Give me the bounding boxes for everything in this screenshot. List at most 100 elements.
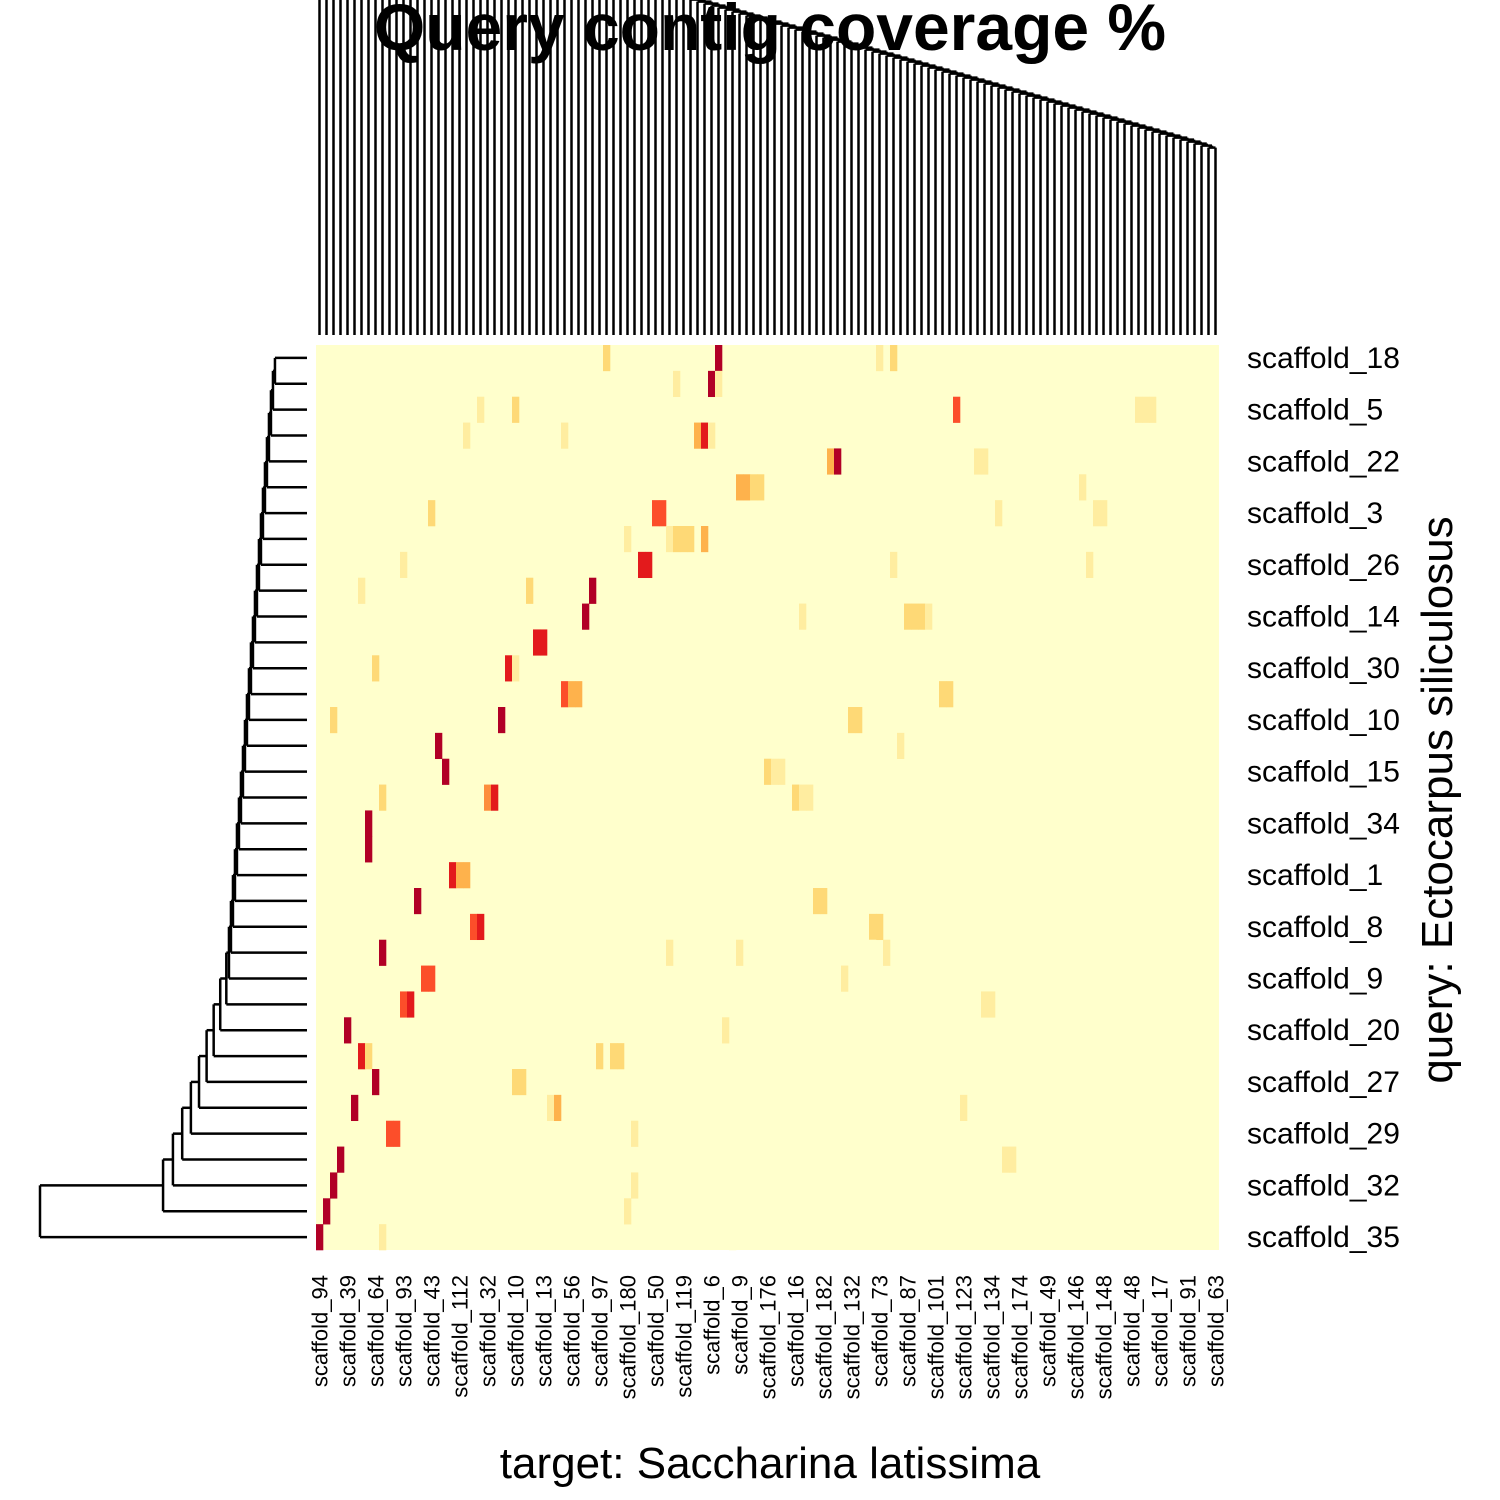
- heatmap-cell: [323, 1146, 331, 1173]
- heatmap-cell: [638, 1017, 646, 1044]
- heatmap-cell: [890, 345, 898, 372]
- x-tick-label: scaffold_49: [1036, 1275, 1061, 1387]
- heatmap-cell: [568, 370, 576, 398]
- x-tick-label: scaffold_176: [756, 1275, 781, 1399]
- x-tick-label: scaffold_73: [868, 1275, 893, 1387]
- x-tick-label: scaffold_17: [1148, 1275, 1173, 1387]
- heatmap-cell: [876, 551, 884, 579]
- heatmap-cell: [1135, 396, 1143, 423]
- heatmap-cell: [603, 345, 611, 372]
- x-tick-label: scaffold_48: [1120, 1275, 1145, 1387]
- heatmap-cell: [946, 681, 954, 708]
- heatmap-cell: [512, 1069, 520, 1096]
- heatmap-cell: [904, 603, 912, 630]
- heatmap-cell: [379, 939, 387, 966]
- heatmap-cell: [869, 939, 877, 966]
- heatmap-cell: [652, 500, 660, 527]
- heatmap-cell: [561, 681, 569, 708]
- heatmap-cell: [400, 551, 408, 579]
- heatmap-cell: [722, 1017, 730, 1044]
- heatmap-cell: [736, 474, 744, 501]
- heatmap-cell: [645, 551, 653, 579]
- heatmap-cell: [813, 888, 821, 915]
- x-tick-label: scaffold_9: [728, 1275, 753, 1375]
- x-tick-label: scaffold_180: [616, 1275, 641, 1399]
- heatmap-cell: [505, 396, 513, 423]
- heatmap-cell: [1149, 396, 1157, 423]
- heatmap-cell: [918, 888, 926, 915]
- heatmap-cell: [841, 965, 849, 992]
- x-tick-label: scaffold_123: [952, 1275, 977, 1399]
- heatmap-cell: [526, 1043, 534, 1070]
- x-tick-label: scaffold_50: [644, 1275, 669, 1387]
- heatmap-cell: [778, 758, 786, 785]
- x-tick-label: scaffold_148: [1092, 1275, 1117, 1399]
- x-tick-label: scaffold_182: [812, 1275, 837, 1399]
- heatmap-cell: [400, 629, 408, 656]
- heatmap-cell: [841, 1069, 849, 1096]
- heatmap-cell: [561, 422, 569, 449]
- heatmap-cell: [827, 448, 835, 475]
- heatmap-cell: [743, 474, 751, 501]
- heatmap-cell: [379, 551, 387, 579]
- y-tick-label: scaffold_20: [1247, 1014, 1400, 1047]
- heatmap-cell: [757, 474, 765, 501]
- heatmap-cell: [666, 526, 674, 553]
- heatmap-cell: [526, 551, 534, 579]
- heatmap-cell: [799, 784, 807, 811]
- y-tick-label: scaffold_32: [1247, 1169, 1400, 1202]
- heatmap-cell: [974, 448, 982, 475]
- y-tick-label: scaffold_10: [1247, 704, 1400, 737]
- heatmap-cell: [617, 1146, 625, 1173]
- heatmap-cell: [799, 603, 807, 630]
- heatmap-cell: [358, 577, 366, 604]
- heatmap-cell: [372, 655, 380, 682]
- heatmap-cell: [638, 551, 646, 579]
- heatmap-cell: [806, 784, 814, 811]
- heatmap-cell: [729, 1120, 737, 1147]
- heatmap-cell: [876, 913, 884, 941]
- y-tick-label: scaffold_15: [1247, 756, 1400, 789]
- heatmap-cell: [869, 913, 877, 941]
- x-tick-label: scaffold_13: [532, 1275, 557, 1387]
- x-tick-label: scaffold_146: [1064, 1275, 1089, 1399]
- x-tick-label: scaffold_174: [1008, 1275, 1033, 1399]
- heatmap-cell: [365, 1043, 373, 1070]
- heatmap-cell: [330, 707, 338, 734]
- heatmap-cell: [484, 1043, 492, 1070]
- x-tick-label: scaffold_94: [308, 1275, 333, 1387]
- heatmap-cell: [393, 1120, 401, 1147]
- heatmap-cell: [883, 939, 891, 966]
- heatmap-cell: [1093, 500, 1101, 527]
- heatmap-cell: [764, 758, 772, 785]
- heatmap-cell: [1156, 732, 1164, 760]
- heatmap-cell: [554, 1094, 562, 1122]
- heatmap-cell: [701, 758, 709, 785]
- heatmap-cell: [365, 836, 373, 863]
- y-tick-label: scaffold_18: [1247, 342, 1400, 375]
- heatmap-cell: [323, 681, 331, 708]
- heatmap-cell: [1114, 629, 1122, 656]
- x-tick-label: scaffold_97: [588, 1275, 613, 1387]
- heatmap-cell: [792, 991, 800, 1018]
- heatmap-cell: [1170, 370, 1178, 398]
- x-tick-label: scaffold_64: [364, 1275, 389, 1387]
- y-tick-label: scaffold_30: [1247, 652, 1400, 685]
- heatmap-cell: [645, 913, 653, 941]
- heatmap-cell: [967, 1198, 975, 1225]
- heatmap-cell: [337, 1146, 345, 1173]
- heatmap-cell: [890, 862, 898, 889]
- heatmap-cell: [673, 370, 681, 398]
- heatmap-cell: [631, 1172, 639, 1199]
- heatmap-cell: [1023, 1120, 1031, 1147]
- heatmap-cell: [736, 939, 744, 966]
- heatmap-cell: [596, 1043, 604, 1070]
- heatmap-cell: [1002, 1146, 1010, 1173]
- heatmap-cell: [673, 526, 681, 553]
- heatmap-cell: [470, 913, 478, 941]
- heatmap-cell: [1044, 707, 1052, 734]
- heatmap-cell: [729, 551, 737, 579]
- x-tick-label: scaffold_101: [924, 1275, 949, 1399]
- heatmap-cell: [463, 422, 471, 449]
